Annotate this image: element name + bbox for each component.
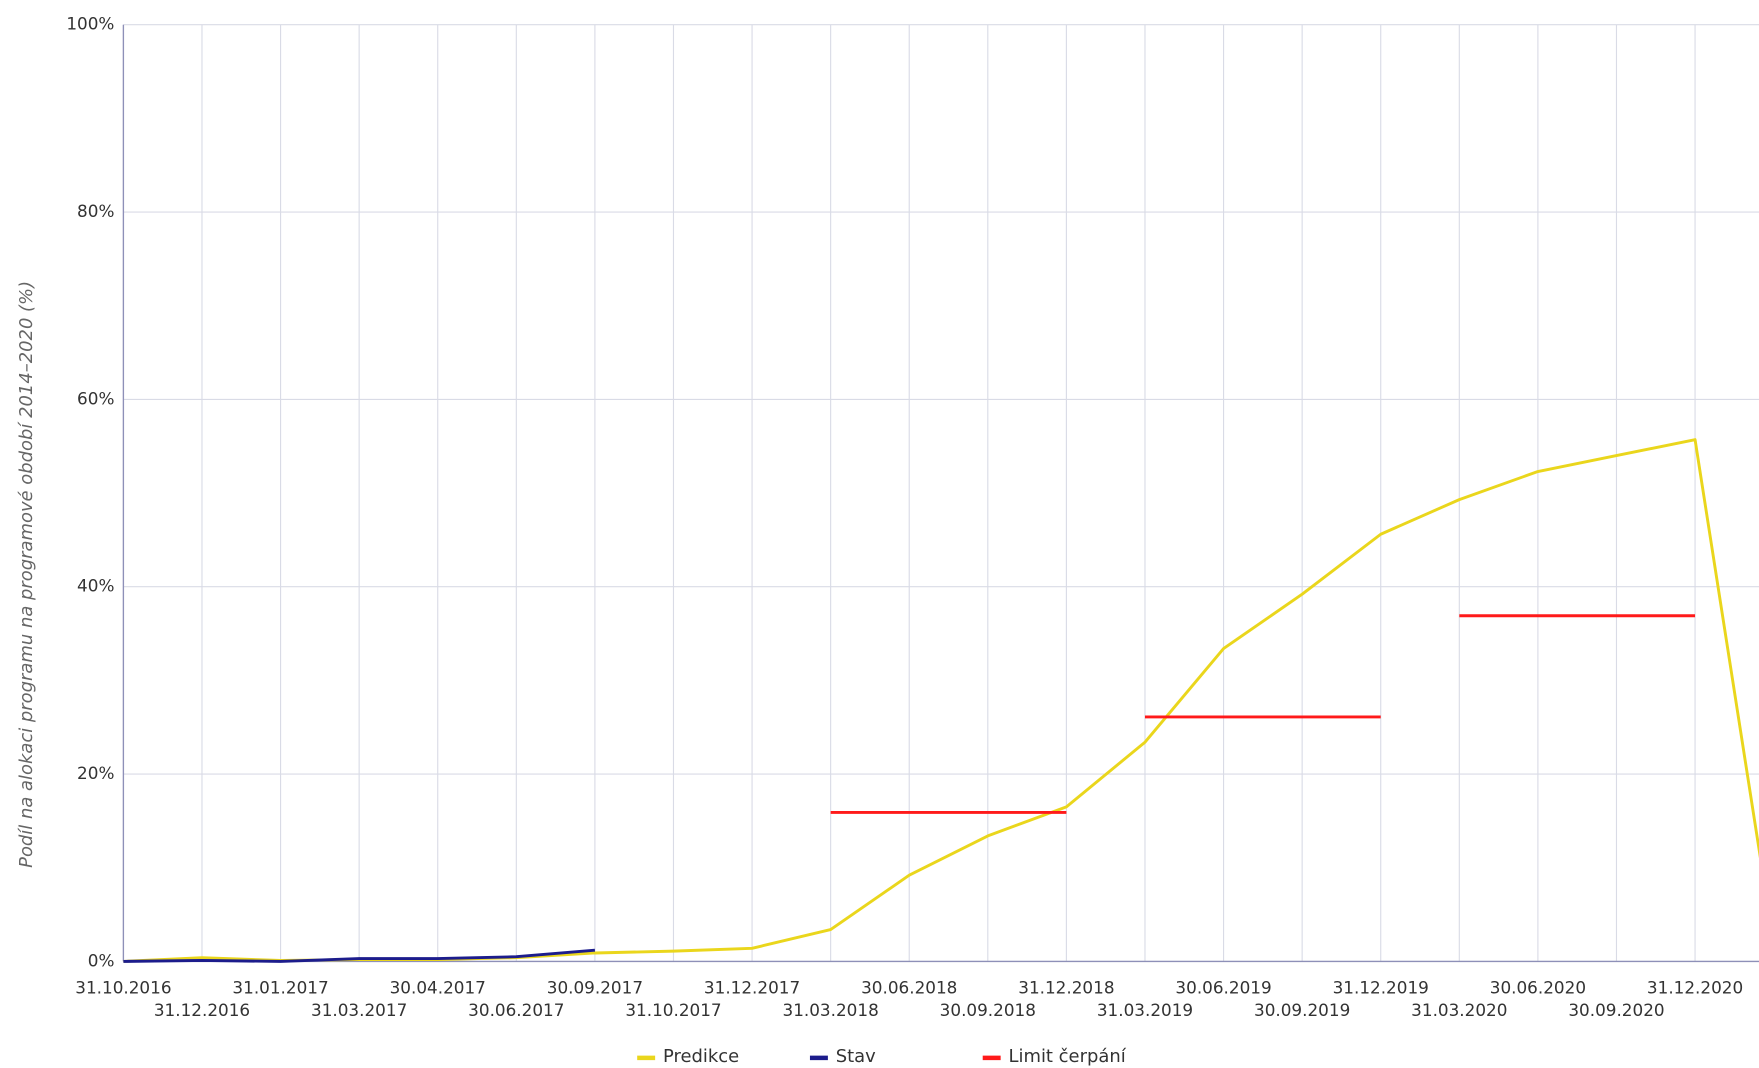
x-tick-label: 30.06.2020 <box>1490 977 1586 997</box>
legend-label: Predikce <box>663 1046 739 1067</box>
x-tick-label: 30.09.2020 <box>1568 1000 1664 1020</box>
x-tick-label: 31.03.2017 <box>311 1000 407 1020</box>
y-tick-label: 0% <box>88 950 115 970</box>
series-line <box>123 438 1759 963</box>
x-tick-label: 30.09.2019 <box>1254 1000 1350 1020</box>
x-tick-label: 31.12.2018 <box>1018 977 1114 997</box>
y-tick-label: 100% <box>66 14 114 34</box>
y-tick-label: 60% <box>77 388 114 408</box>
x-tick-label: 30.06.2017 <box>468 1000 564 1020</box>
x-tick-label: 30.06.2019 <box>1175 977 1271 997</box>
x-tick-label: 30.09.2017 <box>547 977 643 997</box>
x-tick-label: 31.03.2020 <box>1411 1000 1507 1020</box>
legend-label: Stav <box>836 1046 876 1067</box>
x-tick-label: 30.04.2017 <box>390 977 486 997</box>
x-tick-label: 30.09.2018 <box>940 1000 1036 1020</box>
x-tick-label: 31.12.2017 <box>704 977 800 997</box>
x-tick-label: 31.12.2019 <box>1333 977 1429 997</box>
y-tick-label: 20% <box>77 763 114 783</box>
x-tick-label: 31.03.2018 <box>783 1000 879 1020</box>
series-line <box>123 948 596 963</box>
y-tick-label: 80% <box>77 201 114 221</box>
y-axis-title: Podíl na alokaci programu na programové … <box>16 281 37 868</box>
plot-area <box>123 438 1759 963</box>
x-tick-label: 31.10.2017 <box>625 1000 721 1020</box>
x-tick-label: 30.06.2018 <box>861 977 957 997</box>
x-tick-label: 31.10.2016 <box>75 977 171 997</box>
y-tick-label: 40% <box>77 576 114 596</box>
x-tick-label: 31.12.2020 <box>1647 977 1743 997</box>
legend-label: Limit čerpání <box>1009 1046 1127 1067</box>
x-tick-label: 31.01.2017 <box>232 977 328 997</box>
x-tick-label: 31.12.2016 <box>154 1000 250 1020</box>
x-tick-label: 31.03.2019 <box>1097 1000 1193 1020</box>
